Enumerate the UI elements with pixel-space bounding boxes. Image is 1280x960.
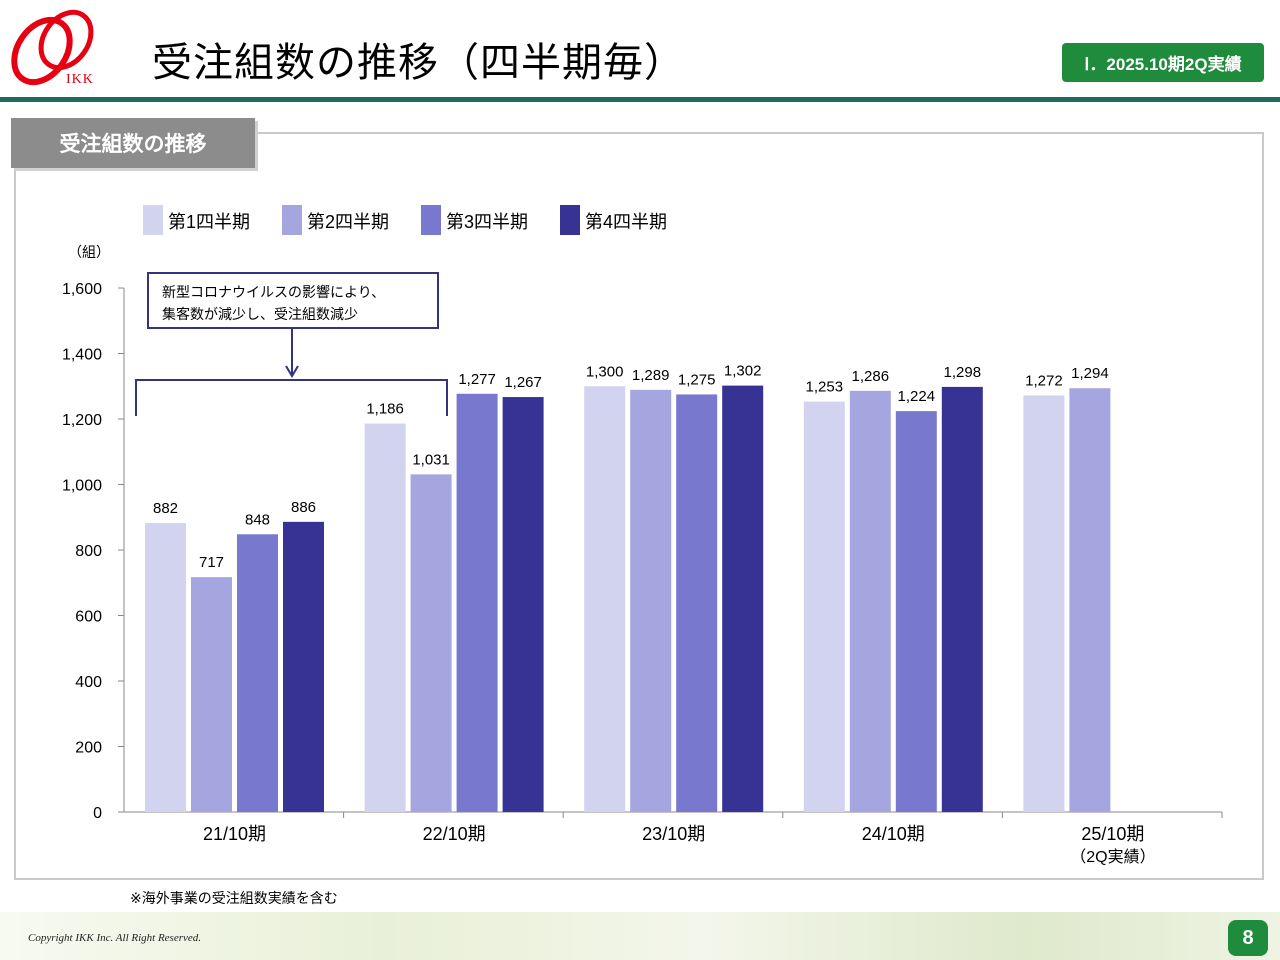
bar [145,523,186,812]
bar [584,386,626,812]
bar [941,386,983,812]
y-tick-label: 1,600 [62,281,102,298]
bar-value-label: 1,286 [852,368,890,385]
x-category-label: 23/10期 [642,824,705,844]
annotation-arrow-head [285,365,299,378]
bar [630,389,672,812]
annotation-bracket [135,379,448,416]
y-tick-label: 1,000 [62,478,102,495]
header-rule [0,97,1280,102]
bar-value-label: 1,289 [632,367,670,384]
bar [1069,388,1111,812]
bar-value-label: 1,272 [1025,372,1063,389]
bar-value-label: 886 [291,499,316,516]
bar-value-label: 1,253 [806,379,844,396]
bar [364,423,406,812]
y-tick-label: 400 [75,674,102,691]
legend-swatch [282,205,302,235]
footnote: ※海外事業の受注組数実績を含む [130,891,338,907]
bar-value-label: 848 [245,511,270,528]
bar-value-label: 1,267 [504,374,542,391]
bar [502,397,544,812]
bar-chart: 0 200 400 600 800 1,000 1,200 1,400 1,600 （組） 21/1… [62,205,1223,866]
page-number: 8 [1228,920,1268,956]
bar [895,411,937,812]
bar [191,577,232,812]
bar-value-label: 1,224 [898,388,936,405]
x-category-label: 22/10期 [423,824,486,844]
x-category-label: 25/10期 [1081,824,1144,844]
copyright: Copyright IKK Inc. All Right Reserved. [28,932,202,944]
logo-text: IKK [66,72,94,87]
bar [676,394,718,812]
bar-value-label: 1,300 [586,363,624,380]
section-tab: 受注組数の推移 [11,118,255,168]
bar-value-label: 1,277 [458,371,496,388]
bar-value-label: 1,302 [724,363,762,380]
x-category-label: 21/10期 [203,824,266,844]
ikk-logo [11,9,94,86]
bar [849,390,891,812]
bar-value-label: 1,294 [1071,365,1109,382]
y-axis-unit: （組） [68,244,110,260]
bar-value-label: 1,275 [678,371,716,388]
annotation-line-2: 集客数が減少し、受注組数減少 [162,306,358,322]
bar-value-label: 1,031 [412,451,450,468]
period-badge: Ⅰ．2025.10期2Q実績 [1062,43,1264,82]
y-tick-label: 600 [75,609,102,626]
y-tick-label: 0 [93,805,102,822]
y-tick-label: 200 [75,740,102,757]
x-category-sublabel: （2Q実績） [1070,848,1155,866]
bar [722,385,764,812]
legend-swatch [143,205,163,235]
annotation-line-1: 新型コロナウイルスの影響により、 [162,284,385,300]
y-tick-label: 800 [75,543,102,560]
x-category-label: 24/10期 [862,824,925,844]
y-tick-label: 1,200 [62,412,102,429]
page-title: 受注組数の推移（四半期毎） [152,40,685,86]
bar [410,474,452,812]
bar-value-label: 1,186 [366,401,404,418]
bar [1023,395,1065,812]
bar-value-label: 882 [153,500,178,517]
footer-band [0,912,1280,960]
legend-label: 第4四半期 [585,212,667,232]
legend-swatch [421,205,441,235]
legend-label: 第2四半期 [307,212,389,232]
bar [803,401,845,812]
legend-label: 第1四半期 [168,212,250,232]
annotation-box [147,272,439,329]
bar [283,521,324,812]
legend-swatch [560,205,580,235]
y-tick-label: 1,400 [62,347,102,364]
bar [456,393,498,812]
legend-label: 第3四半期 [446,212,528,232]
bar-value-label: 1,298 [944,364,982,381]
bar [237,534,278,812]
bar-value-label: 717 [199,554,224,571]
